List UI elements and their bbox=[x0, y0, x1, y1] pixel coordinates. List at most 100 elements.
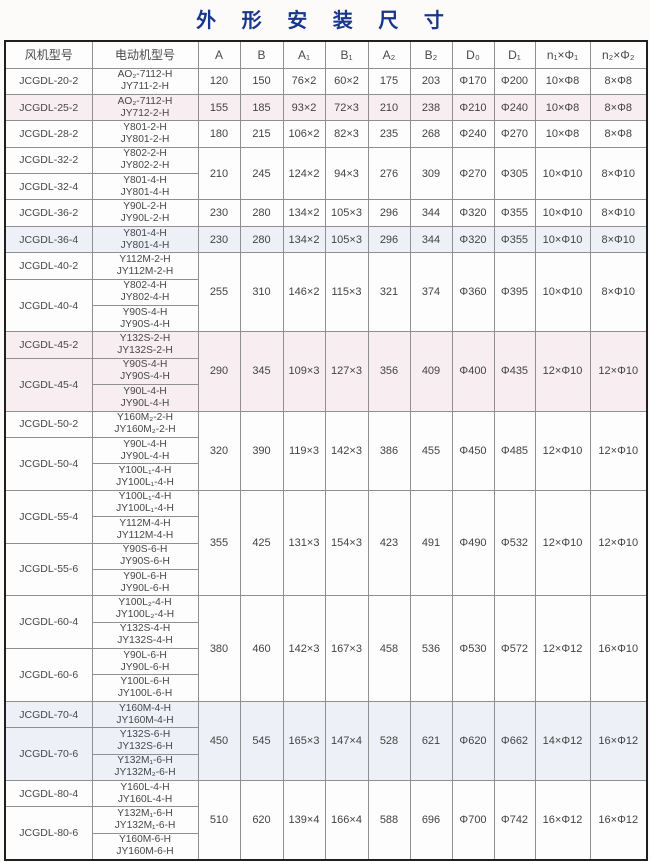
motor-model-cell: Y160M-4-H JY160M-4-H bbox=[91, 700, 199, 729]
table-row: Y90L-4-H JY90L-4-H bbox=[5, 384, 647, 412]
dimension-cell: 60×2 bbox=[324, 67, 369, 95]
dimension-cell: Φ485 bbox=[493, 410, 536, 491]
dimension-cell: 536 bbox=[409, 595, 453, 702]
dimension-cell: 276 bbox=[367, 146, 411, 201]
dimension-cell: 94×3 bbox=[324, 146, 369, 201]
dimension-cell: 10×Φ8 bbox=[534, 67, 591, 95]
motor-model-line: JY160M-4-H bbox=[116, 714, 174, 726]
dimension-cell: 203 bbox=[409, 67, 453, 95]
dimension-cell: 210 bbox=[197, 146, 241, 201]
dimension-cell: 696 bbox=[409, 780, 453, 861]
dimension-cell: 12×Φ10 bbox=[589, 489, 648, 597]
table-body: JCGDL-20-2 AO₂-7112-H JY711-2-H 120 150 76×2 6… bbox=[4, 67, 648, 861]
motor-model-cell: Y802-2-H JY802-2-H bbox=[91, 146, 199, 175]
motor-model-cell: Y160L-4-H JY160L-4-H bbox=[91, 780, 199, 808]
dimension-cell: 16×Φ12 bbox=[589, 700, 648, 782]
motor-model-line: JY132M₂-6-H bbox=[114, 767, 176, 779]
dimension-cell: 355 bbox=[197, 489, 241, 597]
fan-model-cell: JCGDL-32-2 bbox=[4, 146, 93, 175]
dimension-cell: Φ532 bbox=[493, 489, 536, 597]
motor-model-line: JY132M₁-6-H bbox=[114, 820, 176, 832]
dimension-cell: 374 bbox=[409, 252, 453, 333]
dimension-cell: 296 bbox=[367, 199, 411, 227]
motor-model-line: JY132S-2-H bbox=[117, 345, 173, 357]
motor-model-line: JY132S-6-H bbox=[117, 740, 173, 752]
fan-model-cell: JCGDL-36-4 bbox=[4, 225, 93, 254]
dimension-cell: 8×Φ8 bbox=[589, 67, 648, 95]
motor-model-line: AO₂-7112-H bbox=[117, 95, 173, 107]
dimension-cell: Φ320 bbox=[451, 225, 495, 254]
dimension-cell: 124×2 bbox=[282, 146, 326, 201]
motor-model-line: Y801-2-H bbox=[123, 121, 167, 133]
motor-model-line: AO₂-7112-H bbox=[117, 69, 173, 81]
motor-model-line: Y132M₁-6-H bbox=[117, 808, 173, 820]
dimension-cell: 82×3 bbox=[324, 120, 369, 148]
fan-model-cell: JCGDL-28-2 bbox=[4, 120, 93, 148]
dimension-cell: 154×3 bbox=[324, 489, 369, 597]
motor-model-line: Y132S-6-H bbox=[119, 728, 171, 740]
motor-model-line: Y801-4-H bbox=[123, 174, 167, 186]
table-row: JCGDL-55-4 Y100L₁-4-H JY100L₁-4-H 355 425 131… bbox=[4, 489, 648, 597]
table-row: Y132S-4-H JY132S-4-H bbox=[5, 621, 647, 650]
fan-model-cell: JCGDL-80-6 bbox=[4, 806, 93, 861]
motor-model-cell: Y90S-4-H JY90S-4-H bbox=[91, 357, 199, 386]
motor-model-line: JY801-4-H bbox=[120, 186, 170, 198]
dimension-cell: 12×Φ10 bbox=[589, 331, 648, 412]
fan-model-cell: JCGDL-60-4 bbox=[4, 595, 93, 650]
dimension-cell: 10×Φ10 bbox=[534, 199, 591, 227]
motor-model-line: Y100L₁-4-H bbox=[118, 465, 172, 477]
dimension-cell: 10×Φ10 bbox=[534, 225, 591, 254]
table-row: JCGDL-20-2 AO₂-7112-H JY711-2-H 120 150 76×2 6… bbox=[4, 67, 648, 95]
motor-model-line: Y90L-2-H bbox=[123, 201, 167, 213]
column-header: B bbox=[239, 40, 284, 69]
dimension-cell: Φ305 bbox=[493, 146, 536, 201]
motor-model-cell: Y160M₂-2-H JY160M₂-2-H bbox=[91, 410, 199, 438]
column-header: 电动机型号 bbox=[91, 40, 199, 69]
motor-model-line: Y132S-4-H bbox=[119, 623, 171, 635]
motor-model-line: JY90L-6-H bbox=[120, 582, 170, 594]
dimension-cell: Φ450 bbox=[451, 410, 495, 491]
dimension-cell: Φ360 bbox=[451, 252, 495, 333]
motor-model-cell: Y112M-2-H JY112M-2-H bbox=[91, 252, 199, 280]
table-row: JCGDL-36-4 Y801-4-H JY801-4-H 230 280 134×2 10… bbox=[4, 225, 648, 254]
motor-model-cell: Y160M-6-H JY160M-6-H bbox=[91, 832, 199, 861]
table-row: JCGDL-60-6 Y90L-6-H JY90L-6-H bbox=[4, 648, 647, 702]
dimension-cell: 12×Φ10 bbox=[534, 331, 591, 412]
dimension-cell: 10×Φ10 bbox=[534, 146, 591, 201]
dimension-cell: Φ240 bbox=[493, 93, 536, 122]
dimension-cell: 165×3 bbox=[282, 700, 326, 782]
dimension-cell: 16×Φ10 bbox=[589, 595, 648, 702]
motor-model-cell: Y132S-2-H JY132S-2-H bbox=[91, 331, 199, 359]
dimension-cell: 621 bbox=[409, 700, 453, 782]
dimension-cell: 280 bbox=[239, 225, 284, 254]
column-header: B₂ bbox=[409, 40, 453, 69]
fan-model-cell: JCGDL-50-4 bbox=[4, 436, 93, 491]
motor-model-cell: Y100L₁-4-H JY100L₁-4-H bbox=[91, 489, 199, 518]
motor-model-line: Y90L-4-H bbox=[123, 385, 167, 397]
dimension-cell: 588 bbox=[367, 780, 411, 861]
motor-model-line: Y90L-6-H bbox=[123, 570, 167, 582]
dimension-cell: 620 bbox=[239, 780, 284, 861]
motor-model-line: JY801-2-H bbox=[120, 133, 170, 145]
motor-model-line: Y160L-4-H bbox=[120, 781, 170, 793]
dimension-cell: 491 bbox=[409, 489, 453, 597]
table-row: JCGDL-45-2 Y132S-2-H JY132S-2-H 290 345 109×3… bbox=[4, 331, 648, 412]
motor-model-line: Y801-4-H bbox=[123, 227, 167, 239]
motor-model-line: Y802-4-H bbox=[123, 280, 167, 292]
dimension-cell: Φ700 bbox=[451, 780, 495, 861]
motor-model-cell: Y132M₁-6-H JY132M₁-6-H bbox=[91, 806, 199, 834]
motor-model-line: Y90S-6-H bbox=[122, 544, 168, 556]
motor-model-line: JY90L-4-H bbox=[120, 450, 170, 462]
dimension-cell: 146×2 bbox=[282, 252, 326, 333]
dimension-cell: 380 bbox=[197, 595, 241, 702]
dimension-cell: 76×2 bbox=[282, 67, 326, 95]
table-row: JCGDL-32-4 Y801-4-H JY801-4-H bbox=[4, 173, 647, 201]
dimension-cell: 455 bbox=[409, 410, 453, 491]
column-header: D₁ bbox=[493, 40, 536, 69]
dimension-cell: Φ395 bbox=[493, 252, 536, 333]
dimension-cell: 230 bbox=[197, 225, 241, 254]
motor-model-line: Y100L₁-4-H bbox=[118, 491, 172, 503]
dimension-cell: 344 bbox=[409, 199, 453, 227]
dimension-cell: Φ620 bbox=[451, 700, 495, 782]
motor-model-line: JY90S-4-H bbox=[120, 371, 170, 383]
